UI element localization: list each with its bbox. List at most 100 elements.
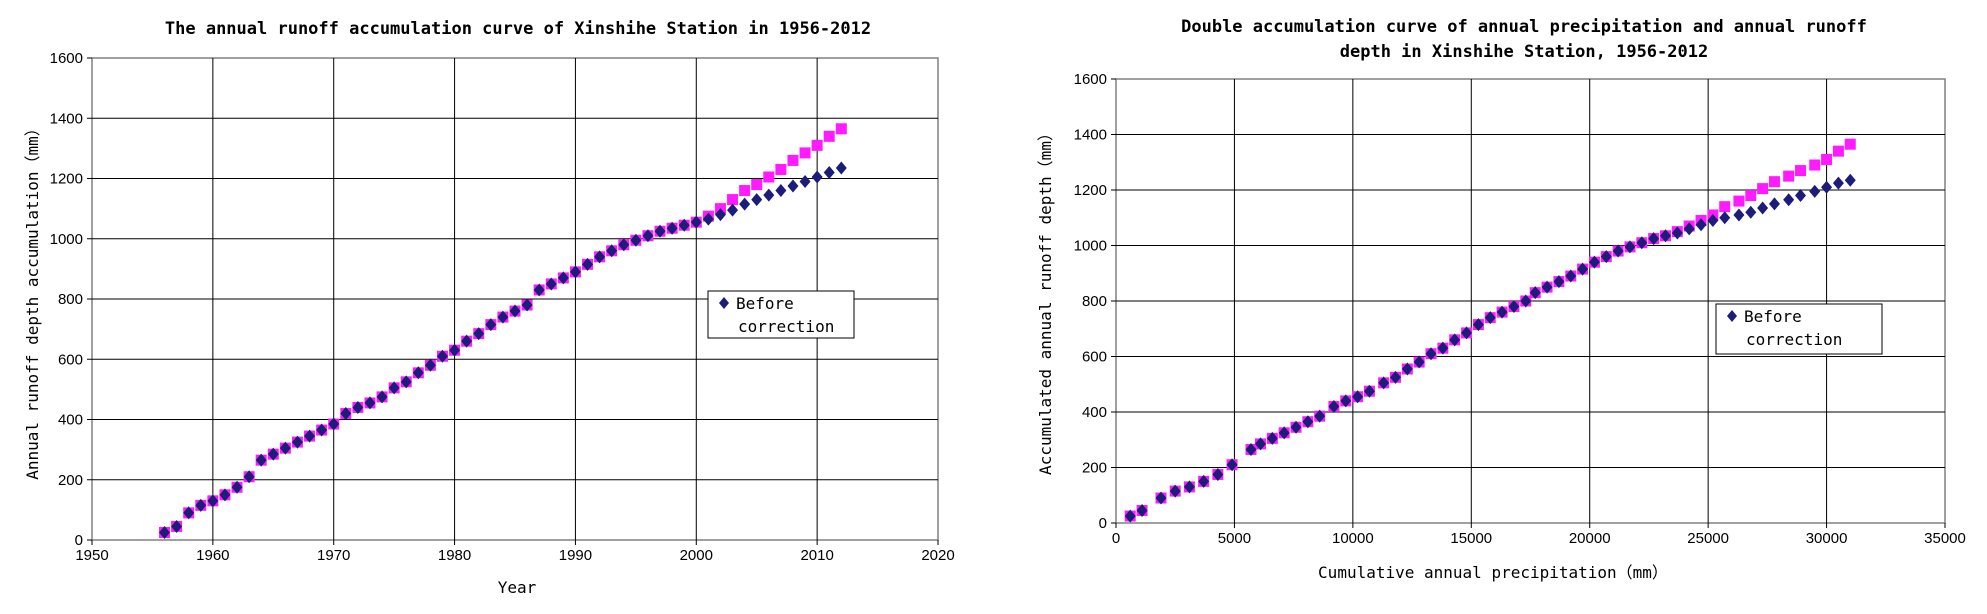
chart2-x-tick-label: 0: [1112, 530, 1120, 547]
chart2-y-tick-label: 1400: [1074, 127, 1107, 144]
chart2-before-correction-point: [1266, 431, 1278, 445]
chart2-before-correction-point: [1183, 480, 1195, 494]
chart1-before-correction-point: [449, 343, 461, 357]
chart2-x-tick-label: 30000: [1806, 530, 1848, 547]
chart2-before-correction-point: [1648, 232, 1660, 246]
chart1-before-correction-point: [763, 188, 775, 202]
chart1-after-correction-point: [775, 163, 787, 175]
chart2-before-correction-point: [1278, 426, 1290, 440]
chart1-before-correction-point: [714, 208, 726, 222]
chart2-before-correction-point: [1683, 222, 1695, 236]
chart2-before-correction-point: [1733, 208, 1745, 222]
chart2-before-correction-point: [1624, 240, 1636, 254]
chart2-before-correction-point: [1588, 255, 1600, 269]
chart1-before-correction-point: [388, 381, 400, 395]
chart1-before-correction-point: [473, 327, 485, 341]
chart1-before-correction-point: [436, 349, 448, 363]
chart1-title: The annual runoff accumulation curve of …: [165, 19, 871, 39]
chart1-before-correction-point: [195, 498, 207, 512]
chart2-before-correction-point: [1449, 333, 1461, 347]
chart2-before-correction-point: [1809, 184, 1821, 198]
chart2-before-correction-point: [1290, 420, 1302, 434]
chart2-before-correction-point: [1352, 390, 1364, 404]
chart1-before-correction-point: [582, 257, 594, 271]
chart1-after-correction-point: [823, 130, 835, 142]
chart2-x-tick-label: 10000: [1332, 530, 1374, 547]
chart1-x-tick-label: 2010: [800, 547, 833, 564]
chart1-before-correction-point: [279, 441, 291, 455]
chart1-before-correction-point: [376, 390, 388, 404]
chart1-before-correction-point: [799, 175, 811, 189]
chart2-after-correction-point: [1745, 190, 1757, 202]
chart2-before-correction-point: [1413, 355, 1425, 369]
chart2-after-correction-point: [1768, 176, 1780, 188]
chart2-before-correction-point: [1389, 370, 1401, 384]
chart1-before-correction-point: [316, 423, 328, 437]
chart2-before-correction-point: [1821, 180, 1833, 194]
chart2-title-line1: Double accumulation curve of annual prec…: [1181, 17, 1867, 37]
chart1-y-tick-label: 1600: [50, 50, 83, 67]
chart1-before-correction-point: [424, 358, 436, 372]
chart1-before-correction-point: [751, 193, 763, 207]
chart2-after-correction-point: [1832, 145, 1844, 157]
chart1-before-correction-point: [678, 218, 690, 232]
chart1-before-correction-point: [521, 298, 533, 312]
chart1-after-correction-point: [739, 185, 751, 197]
chart2-before-correction-point: [1757, 201, 1769, 215]
chart1-after-correction-point: [787, 154, 799, 166]
chart1-x-tick-label: 1960: [196, 547, 229, 564]
chart1-legend-label-line1: Before: [736, 294, 794, 313]
chart1-before-correction-point: [485, 318, 497, 332]
chart2-legend-label-line2: correction: [1746, 330, 1842, 349]
chart2-before-correction-point: [1832, 176, 1844, 190]
chart1-x-tick-label: 1970: [317, 547, 350, 564]
chart1-y-tick-label: 400: [58, 412, 83, 429]
chart1-before-correction-point: [739, 197, 751, 211]
chart2-before-correction-point: [1401, 362, 1413, 376]
chart2-y-tick-label: 1600: [1074, 71, 1107, 88]
chart2-y-axis-label: Accumulated annual runoff depth（mm）: [1036, 125, 1055, 475]
chart1-before-correction-point: [702, 212, 714, 226]
chart2-y-tick-label: 1200: [1074, 182, 1107, 199]
chart1-before-correction-point: [630, 233, 642, 247]
chart2-before-correction-point: [1124, 509, 1136, 523]
chart2-x-axis-label: Cumulative annual precipitation（mm）: [1318, 563, 1668, 582]
chart1-y-tick-label: 200: [58, 472, 83, 489]
chart2-legend-diamond-icon: [1727, 310, 1737, 322]
chart2-before-correction-point: [1314, 409, 1326, 423]
chart1-before-correction-point: [642, 229, 654, 243]
chart2-x-tick-label: 20000: [1569, 530, 1611, 547]
chart2-before-correction-point: [1719, 211, 1731, 225]
chart1-y-tick-label: 800: [58, 291, 83, 308]
chart1-y-tick-label: 1000: [50, 231, 83, 248]
chart2-x-tick-label: 25000: [1687, 530, 1729, 547]
chart1-before-correction-point: [497, 310, 509, 324]
chart2-before-correction-point: [1660, 229, 1672, 243]
chart2-after-correction-point: [1733, 195, 1745, 207]
chart2-before-correction-point: [1328, 399, 1340, 413]
chart1-y-tick-label: 1400: [50, 110, 83, 127]
chart1-before-correction-point: [618, 238, 630, 252]
chart2-y-tick-label: 600: [1082, 349, 1107, 366]
chart1-before-correction-point: [569, 265, 581, 279]
chart1-before-correction-point: [835, 161, 847, 175]
chart1-after-correction-point: [799, 147, 811, 159]
chart1-x-tick-label: 1990: [559, 547, 592, 564]
chart1-before-correction-point: [159, 525, 171, 539]
chart1-before-correction-point: [364, 396, 376, 410]
chart1-x-tick-label: 2000: [680, 547, 713, 564]
chart1-before-correction-point: [666, 221, 678, 235]
chart2-before-correction-point: [1707, 214, 1719, 228]
chart1-after-correction-point: [727, 194, 739, 206]
chart2-y-tick-label: 800: [1082, 293, 1107, 310]
chart1-after-correction-point: [763, 171, 775, 183]
chart2-before-correction-point: [1695, 218, 1707, 232]
chart2-after-correction-point: [1844, 138, 1856, 150]
chart1-before-correction-point: [594, 250, 606, 264]
chart1-before-correction-point: [606, 244, 618, 258]
chart2-x-tick-label: 5000: [1218, 530, 1251, 547]
chart2-before-correction-point: [1212, 467, 1224, 481]
chart1-before-correction-point: [811, 170, 823, 184]
chart1-legend-label-line2: correction: [738, 317, 834, 336]
